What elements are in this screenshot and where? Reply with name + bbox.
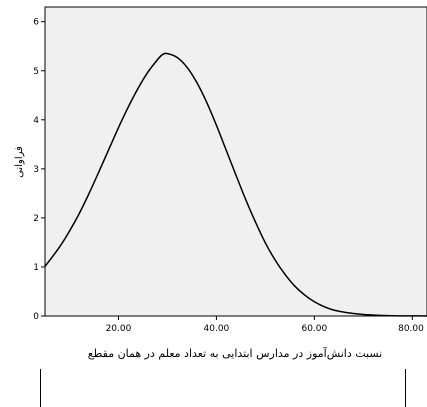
series-line — [44, 52, 427, 317]
y-tick-label: 4 — [33, 116, 39, 126]
plot-background — [44, 6, 427, 317]
x-axis-title: نسبت دانش‌آموز در مدارس ابتدایی به تعداد… — [88, 346, 382, 360]
y-tick-label: 5 — [33, 67, 39, 77]
y-tick-label: 0 — [33, 312, 39, 322]
y-tick-label: 3 — [33, 165, 39, 175]
x-axis: 20.00 40.00 60.00 80.00 — [106, 316, 424, 334]
y-tick-label: 1 — [33, 263, 39, 273]
x-tick-label: 80.00 — [398, 324, 424, 334]
plot-area: 0 1 2 3 4 5 6 20.00 40.00 60.00 80.00 — [33, 6, 427, 334]
y-axis: 0 1 2 3 4 5 6 — [33, 18, 45, 322]
lower-frame — [40, 369, 406, 407]
y-tick-label: 2 — [33, 214, 39, 224]
y-axis-title: فراوانی — [14, 146, 25, 178]
x-tick-label: 20.00 — [106, 324, 132, 334]
x-tick-label: 40.00 — [204, 324, 230, 334]
y-tick-label: 6 — [33, 18, 39, 28]
x-tick-label: 60.00 — [301, 324, 327, 334]
